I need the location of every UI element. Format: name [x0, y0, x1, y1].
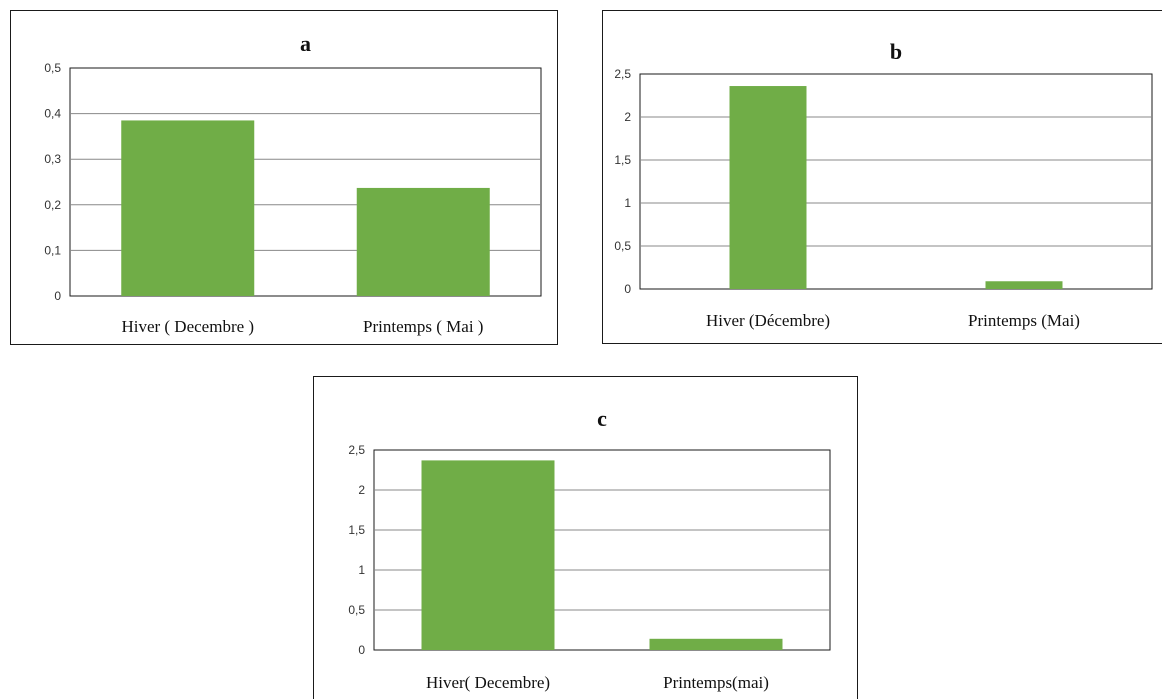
chart-title: b	[890, 39, 902, 64]
y-tick-label: 0	[358, 643, 365, 657]
bar-printemps	[985, 281, 1063, 289]
category-label: Printemps(mai)	[663, 673, 769, 692]
y-tick-label: 1,5	[348, 523, 365, 537]
category-label: Printemps ( Mai )	[363, 317, 483, 336]
chart-panel-c: 0 0,5 1 1,5 2 2,5 Hiver( Decembre) Printemps(ma…	[313, 376, 858, 699]
y-tick-label: 0,5	[348, 603, 365, 617]
category-label: Hiver( Decembre)	[426, 673, 550, 692]
chart-panel-b: 0 0,5 1 1,5 2 2,5 Hiver (Décembre) Printemps (M…	[602, 10, 1162, 344]
bar-hiver	[421, 460, 555, 650]
y-tick-label: 0,5	[614, 239, 631, 253]
bar-hiver	[121, 120, 255, 296]
chart-c-svg: 0 0,5 1 1,5 2 2,5 Hiver( Decembre) Printemps(ma…	[348, 406, 831, 692]
y-tick-label: 0,4	[44, 107, 61, 121]
y-tick-label: 0	[624, 282, 631, 296]
bar-printemps	[649, 638, 783, 650]
y-tick-label: 2	[358, 483, 365, 497]
chart-a-svg: 0 0,1 0,2 0,3 0,4 0,5 Hiver ( Decembre ) Printe…	[44, 31, 542, 336]
bar-printemps	[356, 187, 490, 296]
y-tick-label: 0,2	[44, 198, 61, 212]
bar-hiver	[729, 86, 807, 289]
y-tick-label: 2,5	[614, 67, 631, 81]
y-tick-label: 0,1	[44, 243, 61, 257]
plot-area-frame	[639, 73, 1153, 290]
y-tick-label: 1,5	[614, 153, 631, 167]
y-tick-label: 0	[54, 289, 61, 303]
chart-panel-a: 0 0,1 0,2 0,3 0,4 0,5 Hiver ( Decembre ) Printe…	[10, 10, 558, 345]
y-tick-label: 2,5	[348, 443, 365, 457]
category-label: Printemps (Mai)	[968, 311, 1080, 330]
plot-area-frame	[69, 67, 542, 297]
chart-title: a	[300, 31, 311, 56]
category-label: Hiver (Décembre)	[706, 311, 830, 330]
y-tick-label: 1	[358, 563, 365, 577]
plot-area-frame	[373, 449, 831, 651]
y-tick-label: 2	[624, 110, 631, 124]
y-tick-label: 0,3	[44, 152, 61, 166]
category-label: Hiver ( Decembre )	[121, 317, 254, 336]
chart-b-svg: 0 0,5 1 1,5 2 2,5 Hiver (Décembre) Printemps (M…	[614, 39, 1153, 330]
chart-title: c	[597, 406, 607, 431]
y-tick-label: 0,5	[44, 61, 61, 75]
y-tick-label: 1	[624, 196, 631, 210]
